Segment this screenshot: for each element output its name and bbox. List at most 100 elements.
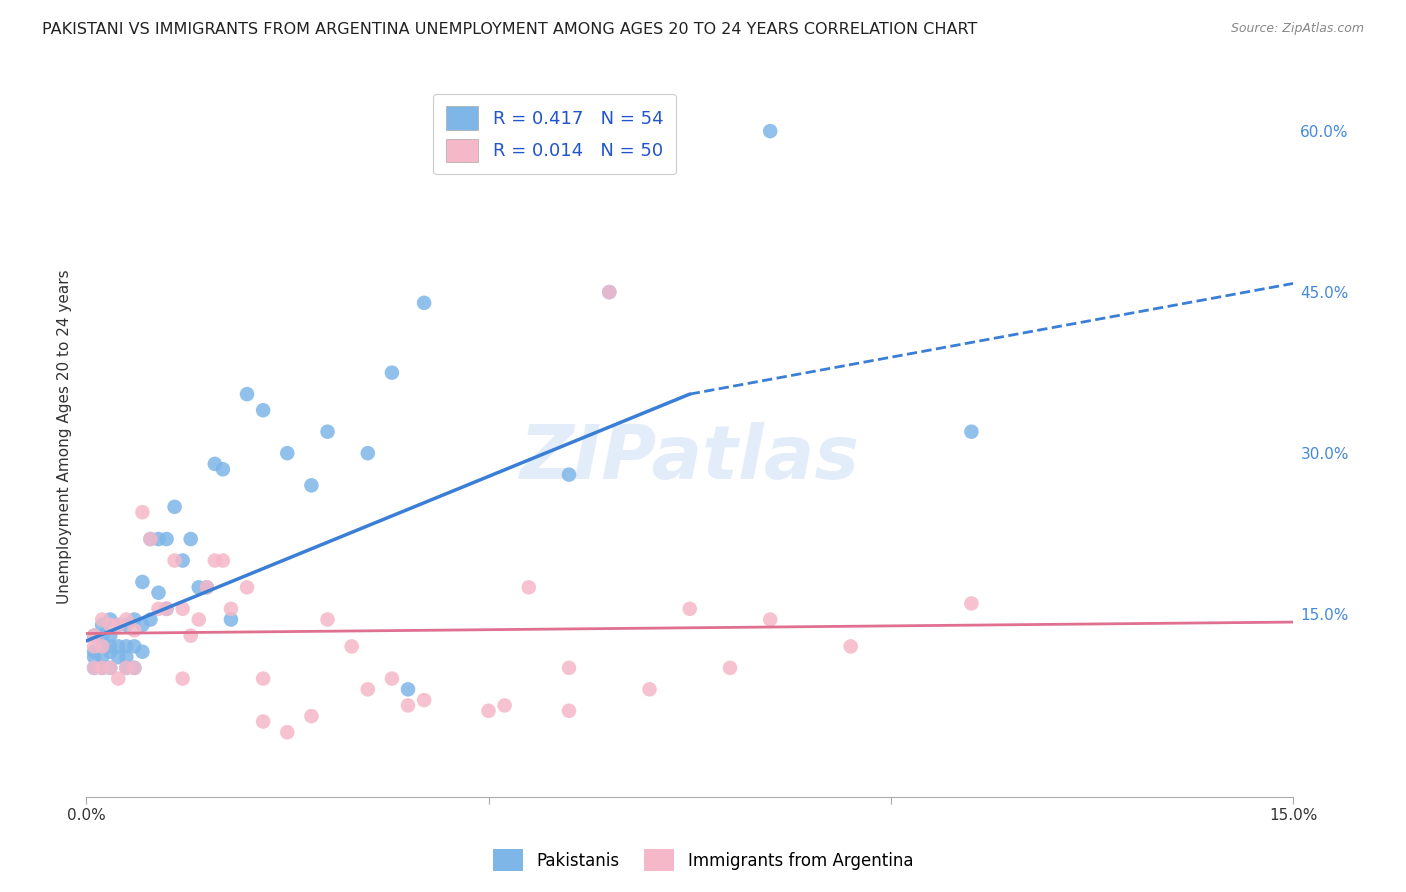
Point xyxy=(91,661,114,675)
Point xyxy=(91,650,114,665)
Point xyxy=(413,296,436,310)
Point xyxy=(139,532,162,546)
Point xyxy=(124,640,146,654)
Point xyxy=(83,629,105,643)
Point xyxy=(91,613,114,627)
Point xyxy=(718,661,741,675)
Point xyxy=(155,602,177,616)
Point xyxy=(172,602,194,616)
Point xyxy=(91,629,114,643)
Point xyxy=(98,618,121,632)
Point xyxy=(163,500,186,514)
Point xyxy=(357,682,380,697)
Point xyxy=(83,650,105,665)
Point xyxy=(98,661,121,675)
Point xyxy=(91,640,114,654)
Point xyxy=(558,661,581,675)
Point xyxy=(83,629,105,643)
Point xyxy=(131,645,153,659)
Point xyxy=(124,624,146,638)
Point xyxy=(107,672,129,686)
Point xyxy=(252,714,274,729)
Point xyxy=(148,602,170,616)
Point xyxy=(340,640,363,654)
Point xyxy=(131,505,153,519)
Point xyxy=(517,580,540,594)
Legend: Pakistanis, Immigrants from Argentina: Pakistanis, Immigrants from Argentina xyxy=(485,841,921,880)
Point xyxy=(115,613,138,627)
Point xyxy=(212,462,235,476)
Point xyxy=(172,553,194,567)
Point xyxy=(115,640,138,654)
Point xyxy=(155,602,177,616)
Point xyxy=(124,661,146,675)
Point xyxy=(124,661,146,675)
Point xyxy=(759,124,782,138)
Point xyxy=(558,467,581,482)
Point xyxy=(91,661,114,675)
Point xyxy=(638,682,661,697)
Point xyxy=(301,709,323,723)
Point xyxy=(219,613,242,627)
Point xyxy=(301,478,323,492)
Point xyxy=(115,661,138,675)
Point xyxy=(98,645,121,659)
Point xyxy=(252,403,274,417)
Point xyxy=(98,629,121,643)
Point xyxy=(204,457,226,471)
Point xyxy=(598,285,620,300)
Point xyxy=(195,580,218,594)
Point xyxy=(204,553,226,567)
Point xyxy=(98,661,121,675)
Point xyxy=(115,650,138,665)
Point xyxy=(163,553,186,567)
Point xyxy=(98,640,121,654)
Point xyxy=(316,613,339,627)
Point xyxy=(396,698,419,713)
Point xyxy=(91,640,114,654)
Point xyxy=(759,613,782,627)
Point xyxy=(98,613,121,627)
Point xyxy=(131,618,153,632)
Point xyxy=(180,532,202,546)
Point xyxy=(558,704,581,718)
Point xyxy=(83,661,105,675)
Point xyxy=(115,661,138,675)
Point xyxy=(187,613,209,627)
Text: PAKISTANI VS IMMIGRANTS FROM ARGENTINA UNEMPLOYMENT AMONG AGES 20 TO 24 YEARS CO: PAKISTANI VS IMMIGRANTS FROM ARGENTINA U… xyxy=(42,22,977,37)
Point xyxy=(195,580,218,594)
Point xyxy=(172,672,194,686)
Point xyxy=(276,446,298,460)
Point xyxy=(236,580,259,594)
Point xyxy=(107,618,129,632)
Point xyxy=(960,425,983,439)
Point xyxy=(107,650,129,665)
Point xyxy=(276,725,298,739)
Point xyxy=(357,446,380,460)
Point xyxy=(679,602,702,616)
Point xyxy=(83,640,105,654)
Point xyxy=(148,585,170,599)
Point xyxy=(139,613,162,627)
Point xyxy=(839,640,862,654)
Point xyxy=(131,574,153,589)
Point xyxy=(960,597,983,611)
Point xyxy=(107,618,129,632)
Point xyxy=(212,553,235,567)
Point xyxy=(148,532,170,546)
Point xyxy=(139,532,162,546)
Point xyxy=(115,618,138,632)
Point xyxy=(83,661,105,675)
Point xyxy=(155,532,177,546)
Point xyxy=(180,629,202,643)
Point xyxy=(219,602,242,616)
Point xyxy=(236,387,259,401)
Text: ZIPatlas: ZIPatlas xyxy=(520,422,859,495)
Point xyxy=(83,645,105,659)
Point xyxy=(107,640,129,654)
Point xyxy=(252,672,274,686)
Legend: R = 0.417   N = 54, R = 0.014   N = 50: R = 0.417 N = 54, R = 0.014 N = 50 xyxy=(433,94,676,174)
Point xyxy=(124,613,146,627)
Point xyxy=(494,698,516,713)
Point xyxy=(381,672,404,686)
